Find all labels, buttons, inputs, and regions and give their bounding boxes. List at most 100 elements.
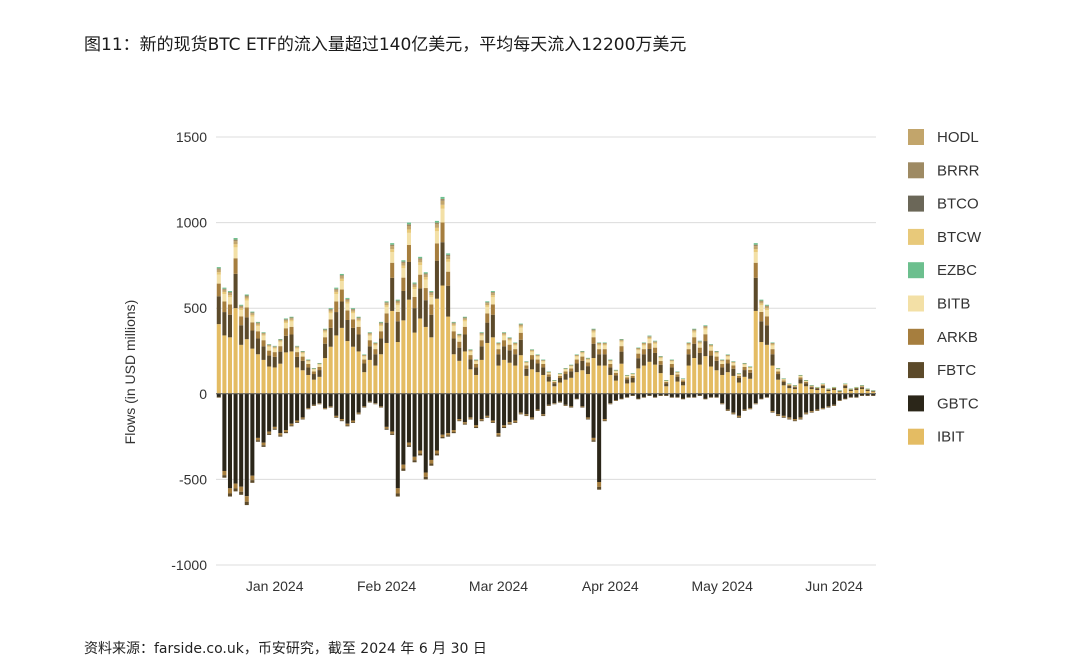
bar-segment-arkb: [490, 420, 495, 423]
bar-segment-hodl: [759, 301, 764, 304]
bar-segment-bitb: [557, 374, 562, 376]
bar-segment-ezbc: [798, 374, 803, 376]
bar-segment-fbtc: [619, 351, 624, 364]
bar-segment-btcw: [334, 291, 339, 295]
bar-segment-fbtc: [546, 376, 551, 382]
bar-segment-fbtc: [479, 346, 484, 360]
bar-segment-gbtc: [311, 393, 316, 405]
bar-segment-brrr: [323, 329, 328, 331]
bar-segment-ezbc: [261, 332, 266, 333]
bar-segment-btcw: [255, 324, 260, 327]
bar-segment-btcw: [390, 249, 395, 253]
bar-segment-bitb: [406, 232, 411, 245]
bar-segment-fbtc: [832, 405, 837, 406]
bar-segment-bitb: [507, 340, 512, 345]
bar-segment-ibit: [742, 376, 747, 394]
bar-segment-ibit: [636, 368, 641, 394]
bar-segment-fbtc: [378, 338, 384, 355]
bar-segment-arkb: [406, 244, 411, 262]
bar-segment-fbtc: [669, 367, 674, 375]
bar-segment-ezbc: [725, 354, 730, 355]
bar-segment-hodl: [647, 336, 652, 338]
bar-segment-fbtc: [300, 360, 305, 371]
bar-segment-btcw: [597, 344, 602, 346]
bar-segment-fbtc: [664, 395, 669, 396]
bar-segment-bitb: [748, 368, 753, 370]
bar-segment-btcw: [708, 346, 714, 348]
bar-segment-btcw: [513, 344, 518, 346]
bar-segment-ezbc: [434, 220, 439, 223]
bar-segment-ibit: [731, 375, 736, 394]
y-axis-label: Flows (in USD millions): [122, 300, 138, 445]
bar-segment-fbtc: [261, 346, 266, 360]
bar-segment-fbtc: [434, 260, 439, 299]
bar-segment-fbtc: [848, 389, 853, 391]
bar-segment-arkb: [815, 409, 820, 411]
bar-segment-ibit: [378, 354, 384, 394]
bar-segment-ezbc: [345, 297, 350, 299]
bar-segment-gbtc: [535, 393, 540, 410]
bar-segment-ibit: [608, 374, 613, 394]
bar-segment-fbtc: [736, 417, 741, 418]
bar-segment-btcw: [351, 311, 356, 314]
bar-segment-ibit: [384, 342, 389, 394]
legend-label-brrr: BRRR: [937, 162, 980, 179]
bar-segment-bitb: [239, 310, 244, 317]
bar-segment-ibit: [625, 383, 630, 394]
bar-segment-btcw: [798, 375, 803, 377]
bar-segment-ibit: [518, 355, 523, 394]
bar-segment-arkb: [524, 414, 529, 416]
bar-segment-gbtc: [669, 393, 674, 397]
bar-segment-arkb: [395, 311, 400, 322]
bar-segment-ibit: [406, 299, 411, 394]
bar-segment-brrr: [423, 273, 428, 275]
bar-segment-ibit: [479, 359, 484, 394]
bar-segment-brrr: [289, 317, 294, 319]
bar-segment-bitb: [362, 356, 367, 360]
bar-segment-brrr: [440, 198, 445, 201]
bar-segment-arkb: [412, 456, 417, 461]
bar-segment-fbtc: [227, 314, 232, 338]
bar-segment-gbtc: [222, 393, 227, 471]
bar-segment-gbtc: [625, 393, 630, 397]
bar-segment-fbtc: [289, 334, 294, 352]
bar-segment-ibit: [770, 365, 775, 394]
bar-segment-brrr: [362, 354, 367, 356]
bar-segment-ibit: [222, 335, 227, 394]
bar-segment-ezbc: [692, 328, 697, 330]
bar-segment-bitb: [725, 356, 730, 360]
bar-segment-ibit: [585, 374, 590, 394]
bar-segment-ezbc: [653, 340, 658, 342]
bar-segment-arkb: [261, 340, 266, 347]
bar-segment-hodl: [653, 341, 658, 343]
bar-segment-ibit: [809, 389, 814, 394]
bar-segment-arkb: [434, 243, 439, 261]
bar-segment-hodl: [434, 224, 439, 228]
bar-segment-arkb: [725, 359, 730, 364]
legend-label-fbtc: FBTC: [937, 362, 976, 379]
bar-segment-btcw: [373, 344, 378, 346]
bar-segment-btcw: [675, 372, 680, 373]
bar-segment-gbtc: [681, 393, 686, 399]
bar-segment-btcw: [457, 336, 462, 338]
bar-segment-gbtc: [843, 393, 848, 399]
bar-segment-fbtc: [770, 354, 775, 366]
bar-segment-bitb: [451, 326, 456, 332]
bar-segment-fbtc: [440, 436, 445, 439]
bar-segment-bitb: [283, 322, 288, 329]
bar-segment-ibit: [854, 390, 859, 394]
bar-segment-fbtc: [848, 397, 853, 398]
bar-segment-ezbc: [390, 243, 395, 245]
bar-segment-ibit: [451, 354, 456, 394]
bar-segment-ezbc: [351, 308, 356, 310]
bar-segment-brrr: [513, 342, 518, 344]
bar-segment-bitb: [669, 361, 674, 365]
bar-segment-hodl: [233, 241, 238, 245]
bar-segment-arkb: [272, 426, 277, 429]
bar-segment-fbtc: [451, 431, 456, 434]
bar-segment-fbtc: [563, 405, 568, 406]
bar-segment-bitb: [311, 369, 316, 372]
bar-segment-arkb: [300, 417, 305, 419]
bar-segment-ibit: [753, 310, 758, 394]
bar-segment-hodl: [697, 341, 702, 343]
